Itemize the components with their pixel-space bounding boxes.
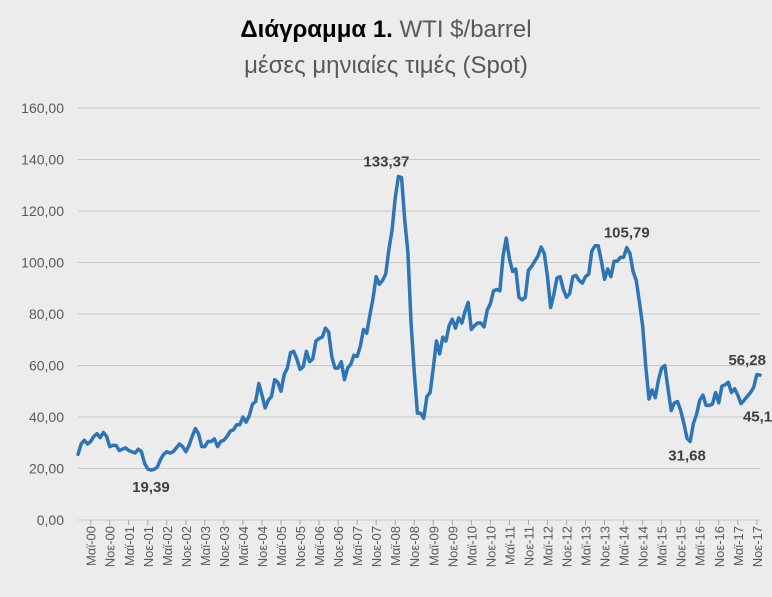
x-tick-label: Νοε-08	[407, 526, 422, 567]
x-tick-label: Νοε-10	[483, 526, 498, 567]
x-tick-label: Νοε-05	[293, 526, 308, 567]
x-tick-label: Νοε-16	[712, 526, 727, 567]
y-tick-label: 80,00	[29, 306, 64, 322]
x-tick-label: Μαϊ-07	[350, 526, 365, 566]
x-tick-label: Μαϊ-13	[579, 526, 594, 566]
x-tick-label: Μαϊ-10	[464, 526, 479, 566]
y-tick-label: 40,00	[29, 409, 64, 425]
x-tick-label: Νοε-07	[369, 526, 384, 567]
x-tick-label: Νοε-14	[636, 526, 651, 567]
chart-title-rest: WTI $/barrel	[399, 16, 532, 43]
x-tick-label: Μαϊ-15	[655, 526, 670, 566]
y-tick-label: 60,00	[29, 358, 64, 374]
chart-subtitle: μέσες μηνιαίες τιμές (Spot)	[244, 52, 528, 79]
x-tick-label: Μαϊ-11	[502, 526, 517, 565]
x-tick-label: Νοε-03	[217, 526, 232, 567]
x-tick-label: Μαϊ-12	[540, 526, 555, 566]
y-tick-label: 140,00	[21, 152, 64, 168]
x-tick-label: Νοε-17	[750, 526, 765, 567]
x-tick-label: Νοε-11	[521, 526, 536, 566]
y-tick-label: 20,00	[29, 461, 64, 477]
x-tick-label: Μαϊ-04	[236, 526, 251, 566]
x-tick-label: Νοε-12	[560, 526, 575, 567]
x-tick-label: Μαϊ-09	[426, 526, 441, 566]
data-label: 31,68	[668, 447, 706, 464]
x-tick-label: Μαϊ-06	[312, 526, 327, 566]
x-tick-label: Μαϊ-05	[274, 526, 289, 566]
data-label: 45,18	[743, 409, 772, 426]
y-tick-label: 160,00	[21, 100, 64, 116]
data-label: 19,39	[132, 479, 170, 496]
x-tick-label: Νοε-09	[445, 526, 460, 567]
x-tick-label: Νοε-04	[255, 526, 270, 567]
x-tick-label: Νοε-00	[103, 526, 118, 567]
x-tick-label: Νοε-01	[141, 526, 156, 567]
x-tick-label: Μαϊ-16	[693, 526, 708, 566]
x-tick-label: Νοε-13	[598, 526, 613, 567]
x-tick-label: Μαϊ-01	[122, 526, 137, 566]
x-tick-label: Μαϊ-14	[617, 526, 632, 566]
x-tick-label: Μαϊ-03	[198, 526, 213, 566]
x-tick-label: Νοε-02	[179, 526, 194, 567]
chart-title-bold: Διάγραμμα 1.	[240, 16, 393, 43]
chart-title: Διάγραμμα 1. WTI $/barrel	[0, 14, 772, 46]
x-tick-label: Μαϊ-17	[731, 526, 746, 566]
x-tick-label: Νοε-06	[331, 526, 346, 567]
series-line	[76, 174, 762, 472]
y-tick-label: 0,00	[37, 512, 64, 528]
data-label: 105,79	[604, 225, 650, 242]
y-tick-label: 120,00	[21, 203, 64, 219]
y-tick-label: 100,00	[21, 255, 64, 271]
data-label: 56,28	[728, 352, 766, 369]
x-tick-label: Νοε-15	[674, 526, 689, 567]
data-label: 133,37	[363, 154, 409, 171]
x-tick-label: Μαϊ-02	[160, 526, 175, 566]
x-tick-label: Μαϊ-00	[84, 526, 99, 566]
x-tick-label: Μαϊ-08	[388, 526, 403, 566]
